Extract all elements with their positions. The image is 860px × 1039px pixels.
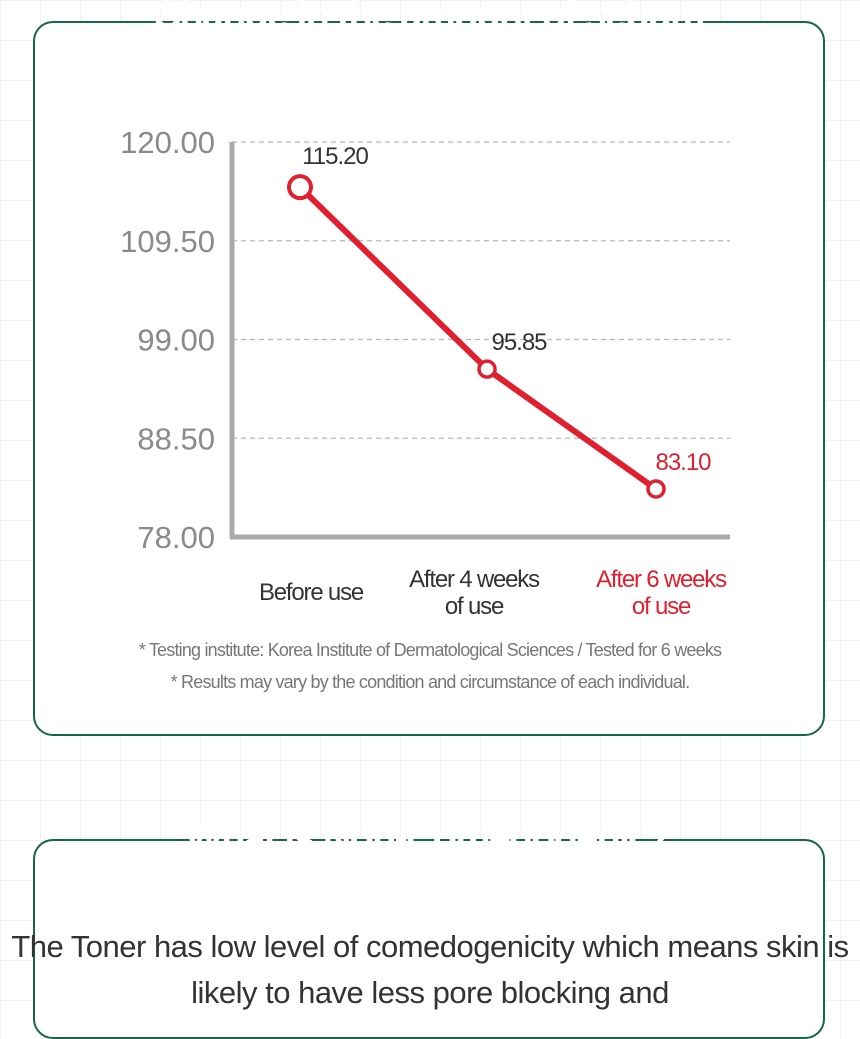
data-point (477, 359, 497, 379)
y-tick-label: 99.00 (137, 323, 215, 358)
section-title-sebum: Change in the amount of sebum (152, 0, 706, 37)
y-tick-label: 78.00 (137, 520, 215, 555)
footnote-results-vary: * Results may vary by the condition and … (170, 672, 691, 692)
x-category-label: of use (632, 593, 691, 620)
x-category-label: of use (445, 593, 504, 620)
x-category-label: After 6 weeks (596, 566, 727, 593)
data-point (646, 479, 666, 499)
data-point (287, 174, 313, 201)
x-category-label: After 4 weeks (409, 566, 540, 593)
series-line (297, 184, 659, 493)
sebum-line-chart: 120.00 109.50 99.00 88.50 78.00 115.20 95.85 8… (120, 125, 730, 620)
y-tick-label: 88.50 (137, 421, 215, 456)
data-label: 115.20 (302, 143, 368, 170)
data-label: 83.10 (655, 449, 711, 476)
y-tick-label: 109.50 (120, 224, 215, 259)
section-title-non-comedogenic: What is Non-Comedogenic? (185, 815, 672, 860)
y-tick-label: 120.00 (120, 125, 215, 160)
footnote-testing-institute: * Testing institute: Korea Institute of … (138, 640, 722, 660)
non-comedogenic-description: The Toner has low level of comedogenicit… (11, 929, 849, 1010)
x-category-label: Before use (259, 579, 364, 606)
sebum-chart-card (33, 21, 825, 736)
data-label: 95.85 (491, 329, 547, 356)
